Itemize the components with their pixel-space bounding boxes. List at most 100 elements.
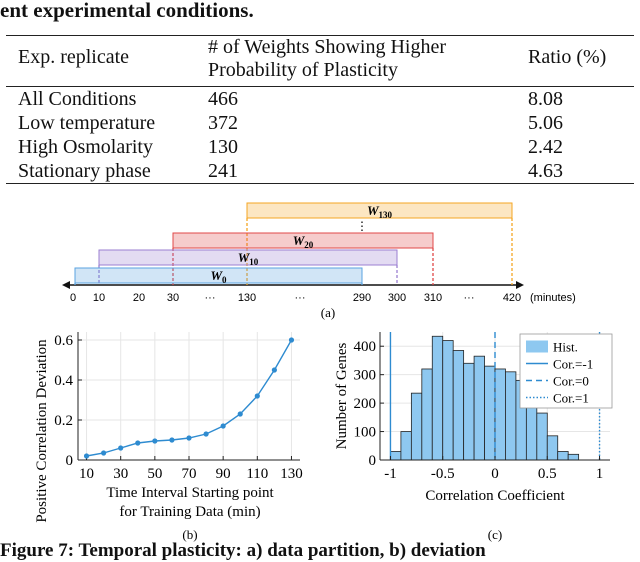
y-tick-label: 200 [354, 396, 377, 412]
data-point [118, 445, 124, 451]
window-label: W10 [238, 250, 259, 267]
header-weights: # of Weights Showing Higher Probability … [208, 36, 447, 81]
y-tick-label: 0.6 [54, 333, 73, 349]
cell-condition: Low temperature [18, 112, 156, 134]
hist-bar [494, 368, 506, 461]
x-tick-label: 0 [491, 466, 499, 482]
y-tick-label: 0 [369, 453, 377, 469]
y-tick-label: 100 [354, 425, 377, 441]
x-axis-label: Correlation Coefficient [425, 488, 565, 504]
window-bar [172, 232, 434, 249]
window-label: W130 [367, 203, 393, 220]
tick-label: 20 [133, 292, 145, 304]
y-axis-label: Positive Correlation Deviation [34, 339, 50, 523]
data-point [288, 337, 295, 343]
data-point [152, 438, 158, 444]
y-axis-label: Number of Genes [334, 343, 350, 450]
table-header-row: Exp. replicate # of Weights Showing High… [6, 35, 634, 87]
y-tick-label: 0.2 [54, 413, 73, 429]
cell-weights: 130 [208, 136, 238, 158]
x-axis-label-line2: for Training Data (min) [119, 504, 260, 520]
data-point [271, 367, 277, 373]
header-exp-replicate: Exp. replicate [18, 46, 130, 68]
legend-label: Hist. [553, 340, 578, 355]
hist-bar [452, 350, 465, 461]
axis-arrow-right [516, 281, 524, 289]
x-tick-label: -0.5 [431, 466, 455, 482]
hist-bar [567, 453, 580, 461]
deviation-line-chart: 10 30 50 70 90 110 130 0 0.2 0.4 0.6 Time Interval … [34, 332, 303, 542]
tick-label: ··· [464, 292, 475, 304]
window-label: W0 [210, 268, 227, 285]
cell-ratio: 5.06 [528, 112, 563, 134]
header-ratio: Ratio (%) [528, 46, 607, 68]
x-tick-label: 90 [216, 466, 231, 482]
cell-condition: All Conditions [18, 88, 137, 110]
results-table: Exp. replicate # of Weights Showing High… [6, 35, 634, 184]
hist-bar [400, 431, 412, 461]
x-tick-label: 30 [113, 466, 128, 482]
cell-ratio: 8.08 [528, 88, 563, 110]
cell-weights: 372 [208, 112, 238, 134]
window-bar [74, 267, 363, 284]
legend-label: Cor.=-1 [553, 357, 593, 372]
caption-top: ent experimental conditions. [0, 0, 254, 22]
axis-arrow-left [62, 281, 70, 289]
x-tick-label: 0.5 [538, 466, 557, 482]
cell-ratio: 4.63 [528, 160, 563, 182]
tick-label: ··· [295, 292, 306, 304]
window-bar [98, 249, 398, 266]
hist-bar [463, 362, 475, 461]
data-point [83, 453, 90, 459]
panel-label-a: (a) [321, 305, 335, 320]
tick-label: 130 [238, 292, 256, 304]
tick-label: 10 [93, 292, 105, 304]
cell-weights: 241 [208, 160, 238, 182]
hist-bar [546, 435, 559, 461]
window-label: W20 [293, 233, 314, 250]
cell-condition: High Osmolarity [18, 136, 153, 158]
table-row: Stationary phase 241 4.63 [6, 159, 634, 184]
axis-unit: (minutes) [530, 292, 576, 304]
hist-bar [473, 355, 485, 461]
data-point [203, 431, 209, 437]
caption-bottom: Figure 7: Temporal plasticity: a) data p… [0, 540, 486, 561]
x-tick-label: 10 [79, 466, 94, 482]
table-row: All Conditions 466 8.08 [6, 87, 634, 112]
cell-weights: 466 [208, 88, 238, 110]
data-point [135, 440, 141, 446]
y-tick-label: 400 [354, 339, 377, 355]
hist-bar [390, 451, 402, 461]
tick-label: ··· [205, 292, 216, 304]
tick-label: 420 [503, 292, 521, 304]
data-point [254, 393, 260, 399]
cell-condition: Stationary phase [18, 160, 151, 182]
tick-label: 30 [167, 292, 179, 304]
tick-label: 290 [353, 292, 371, 304]
hist-bar [484, 365, 496, 461]
legend-label: Cor.=0 [553, 374, 589, 389]
x-tick-label: 130 [280, 466, 303, 482]
tick-label: 310 [424, 292, 442, 304]
tick-label: 300 [388, 292, 406, 304]
data-point [237, 411, 243, 417]
hist-bar [505, 371, 517, 461]
panel-label-b: (b) [182, 527, 197, 542]
tick-label: 0 [70, 292, 76, 304]
y-tick-label: 0.4 [54, 373, 73, 389]
hist-bar [421, 368, 433, 461]
x-tick-label: 50 [147, 466, 162, 482]
window-bar [246, 202, 513, 219]
y-tick-label: 0 [66, 453, 74, 469]
panel-label-c: (c) [488, 527, 502, 542]
hist-bar [536, 412, 548, 461]
y-tick-label: 300 [354, 368, 377, 384]
vertical-dots: ⋮ [356, 219, 368, 233]
data-point [186, 435, 192, 441]
hist-bar [557, 451, 569, 461]
table-row: Low temperature 372 5.06 [6, 111, 634, 135]
legend-label: Cor.=1 [553, 391, 589, 406]
x-tick-label: 110 [246, 466, 268, 482]
timeline-diagram: W130 W20 W10 W0 ⋮ 0 10 20 30 ··· 130 ··· 290 300 310 ··… [62, 202, 576, 320]
x-tick-label: 1 [596, 466, 604, 482]
